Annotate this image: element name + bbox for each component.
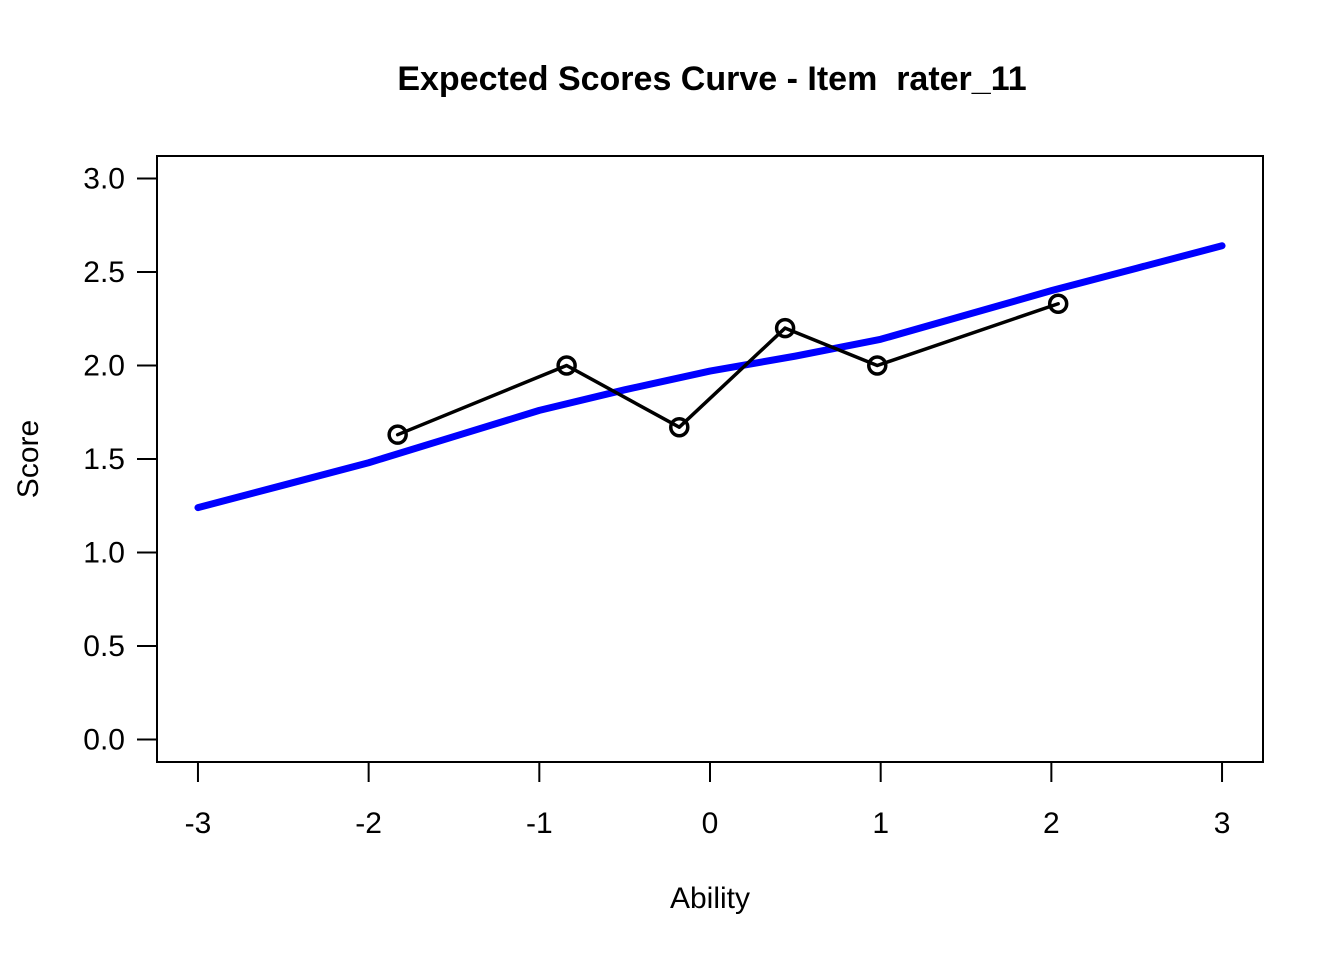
y-tick-label: 1.0 [83, 537, 125, 570]
plot-area-border [156, 155, 1264, 763]
y-tick-label: 2.0 [83, 349, 125, 382]
x-tick-label: 0 [702, 807, 719, 840]
x-tick-label: -2 [355, 807, 382, 840]
y-tick-label: 3.0 [83, 162, 125, 195]
series-layer [194, 242, 1226, 512]
x-tick-label: -3 [185, 807, 212, 840]
y-axis-label: Score [12, 420, 45, 498]
chart-title: Expected Scores Curve - Item rater_11 [397, 60, 1026, 98]
data-point-marker [556, 355, 577, 376]
x-tick-label: 2 [1043, 807, 1060, 840]
x-tick-label: -1 [526, 807, 553, 840]
data-point-marker [774, 317, 796, 339]
y-tick-label: 0.0 [83, 724, 125, 757]
y-axis-ticks: 0.0 0.5 1.0 1.5 2.0 2.5 3.0 [83, 162, 157, 757]
x-axis-label: Ability [670, 882, 750, 915]
x-axis-ticks: -3 -2 -1 0 1 2 3 [185, 762, 1231, 840]
y-tick-label: 2.5 [83, 256, 125, 289]
data-point-marker [867, 355, 888, 376]
data-point-marker [387, 424, 408, 445]
model-expected-score-curve-line [194, 242, 1226, 512]
y-tick-label: 1.5 [83, 443, 125, 476]
data-point-marker [1047, 293, 1069, 315]
x-tick-label: 1 [872, 807, 889, 840]
x-tick-label: 3 [1214, 807, 1231, 840]
empirical-mean-scores-line [395, 302, 1060, 437]
data-point-marker [669, 416, 690, 438]
y-tick-label: 0.5 [83, 630, 125, 663]
